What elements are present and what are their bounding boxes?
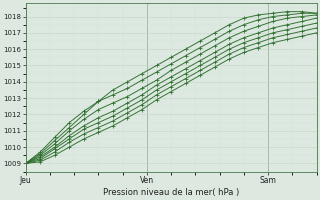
X-axis label: Pression niveau de la mer( hPa ): Pression niveau de la mer( hPa ) (103, 188, 239, 197)
